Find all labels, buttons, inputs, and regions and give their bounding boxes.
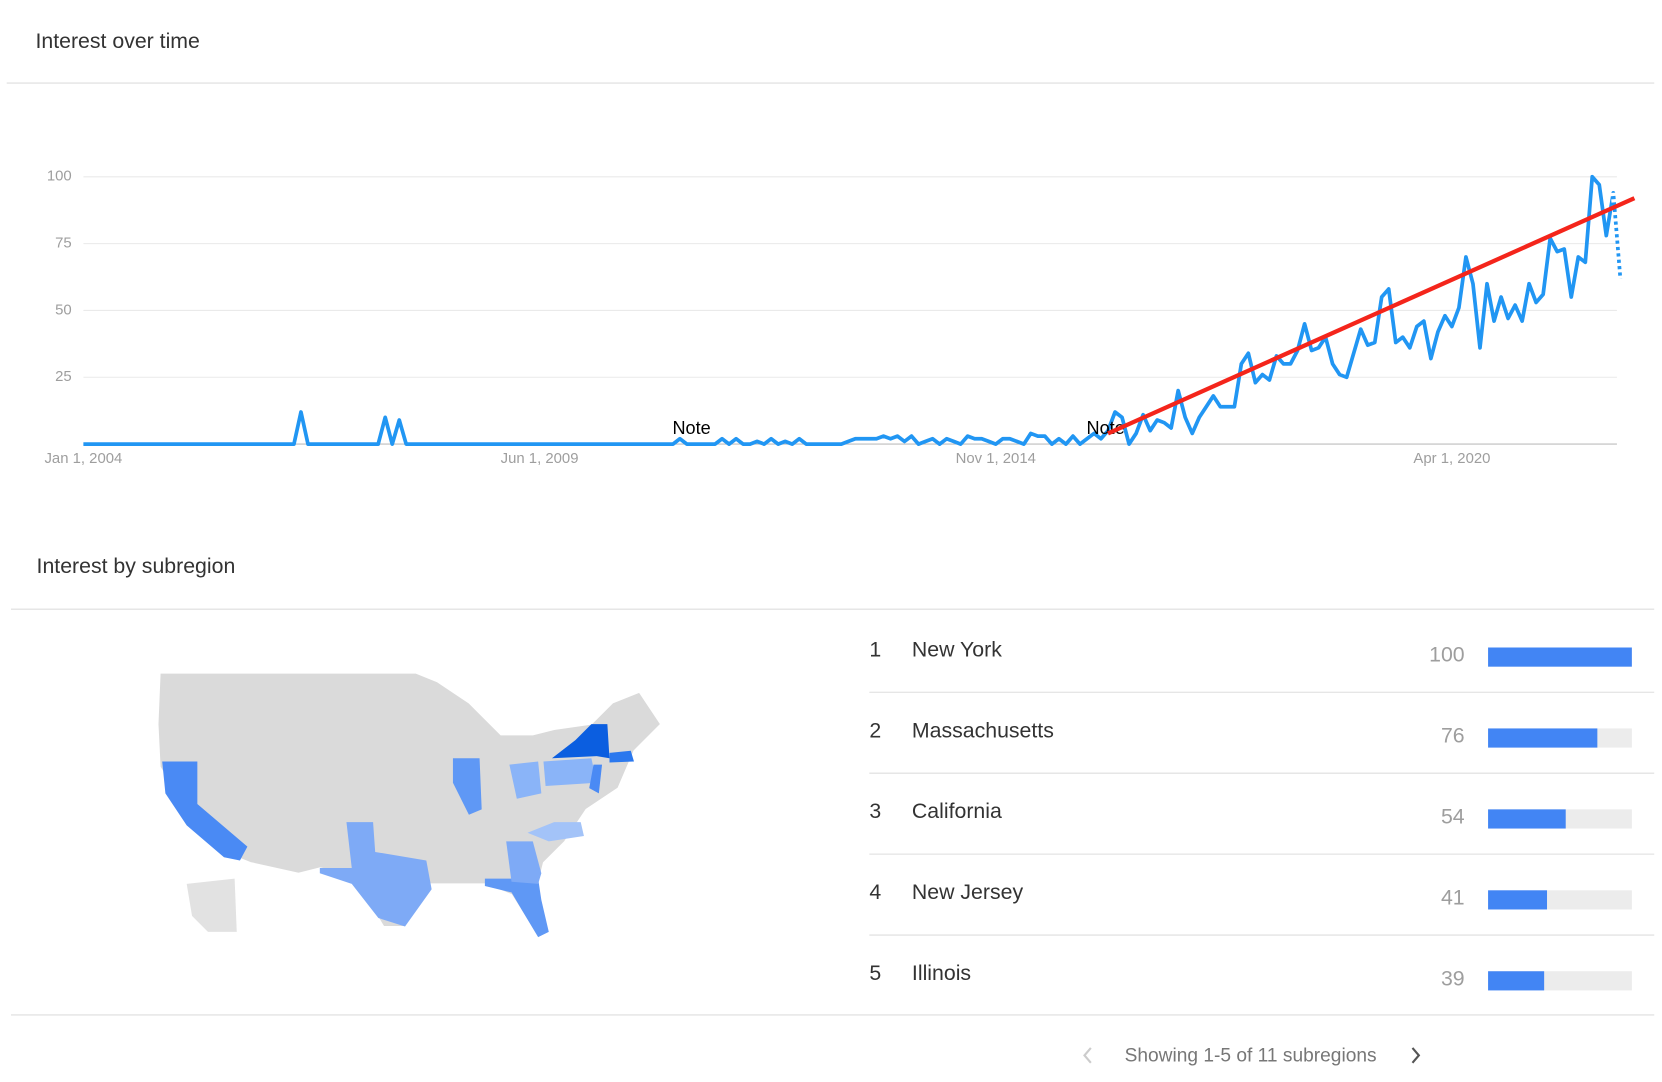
massachusetts [609, 750, 634, 763]
line-series [83, 174, 1623, 446]
rank: 3 [869, 799, 881, 823]
north-carolina [527, 822, 584, 842]
pennsylvania [543, 758, 597, 786]
trend-line [1107, 196, 1636, 436]
y-tick-label: 100 [47, 169, 72, 185]
rank: 4 [869, 880, 881, 904]
x-tick-label: Nov 1, 2014 [956, 451, 1036, 467]
x-tick-label: Jun 1, 2009 [501, 451, 579, 467]
new-york [551, 724, 610, 759]
region-name: California [912, 799, 1002, 823]
region-name: Illinois [912, 961, 971, 985]
x-tick-label: Jan 1, 2004 [44, 451, 122, 467]
region-value: 39 [1441, 966, 1465, 990]
prev-page[interactable] [1083, 1047, 1092, 1064]
bar [1488, 647, 1632, 667]
new-jersey [589, 764, 603, 794]
rank: 1 [869, 637, 881, 661]
rank: 5 [869, 961, 881, 985]
texas [319, 822, 432, 927]
california [162, 761, 248, 861]
illinois [452, 758, 482, 815]
region-value: 54 [1441, 805, 1465, 829]
bar [1488, 890, 1548, 910]
y-tick-label: 50 [55, 302, 72, 318]
bar [1488, 809, 1566, 829]
alaska [186, 878, 237, 932]
annotation: Note [1087, 418, 1125, 438]
y-tick-label: 75 [55, 236, 72, 252]
section-title: Interest by subregion [37, 554, 236, 578]
us-map [157, 672, 662, 938]
georgia [506, 841, 542, 884]
pagination-label: Showing 1-5 of 11 subregions [1125, 1046, 1377, 1067]
bar [1488, 728, 1598, 748]
bar [1488, 971, 1545, 991]
rank: 2 [869, 718, 881, 742]
x-tick-label: Apr 1, 2020 [1413, 451, 1490, 467]
region-name: New York [912, 637, 1002, 661]
annotation: Note [672, 418, 710, 438]
florida [484, 878, 549, 938]
region-name: New Jersey [912, 880, 1024, 904]
ohio [509, 761, 542, 799]
region-value: 100 [1429, 643, 1465, 667]
region-value: 76 [1441, 724, 1465, 748]
section-title: Interest over time [35, 29, 199, 53]
next-page[interactable] [1411, 1047, 1421, 1064]
region-value: 41 [1441, 885, 1465, 909]
y-tick-label: 25 [55, 369, 72, 385]
region-name: Massachusetts [912, 718, 1054, 742]
